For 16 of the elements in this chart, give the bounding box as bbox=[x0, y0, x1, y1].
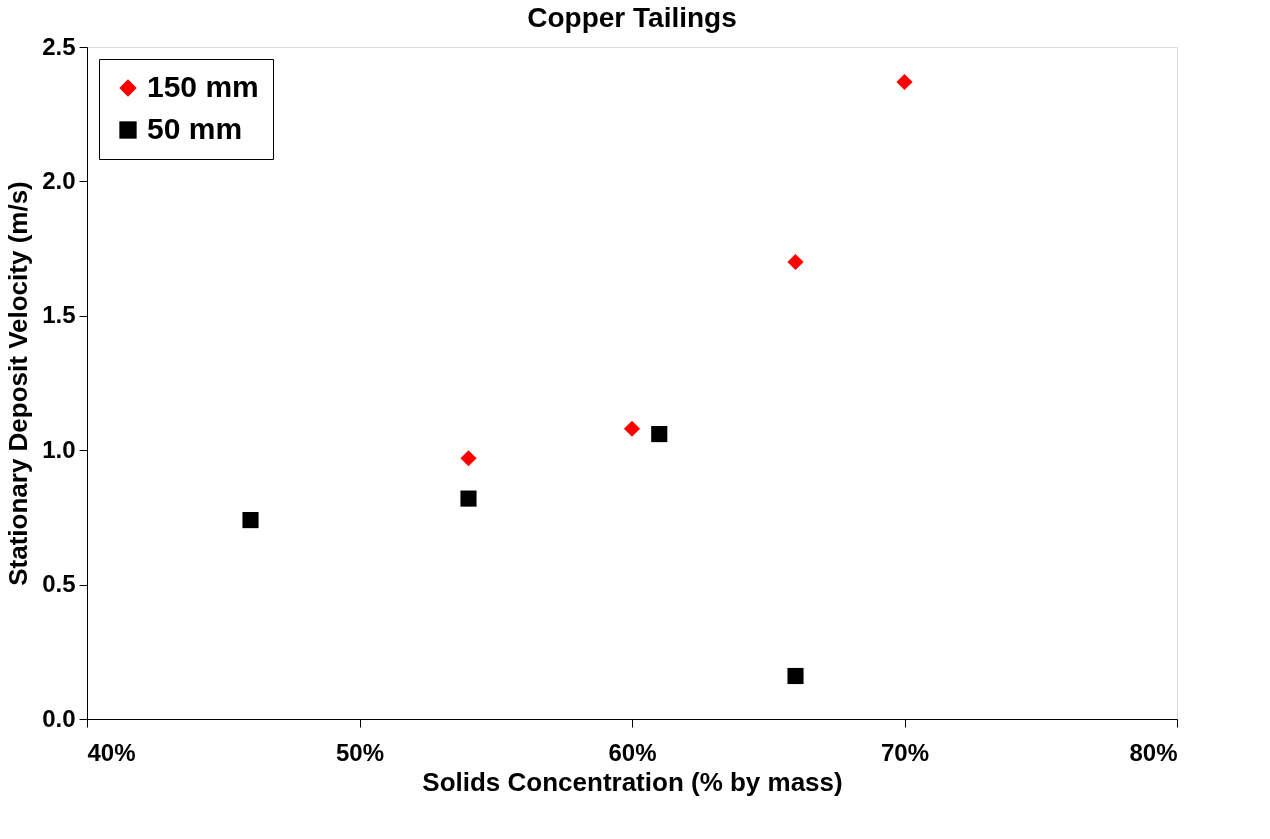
y-tick-label: 1.0 bbox=[42, 435, 76, 463]
legend-label: 50 mm bbox=[147, 112, 243, 145]
x-tick-label: 50% bbox=[335, 738, 385, 766]
y-tick-label: 0.0 bbox=[42, 704, 76, 732]
x-tick-label: 40% bbox=[87, 738, 136, 766]
y-tick-label: 0.5 bbox=[42, 570, 76, 598]
y-tick-label: 2.5 bbox=[42, 32, 76, 60]
y-tick-label: 1.5 bbox=[42, 301, 76, 329]
y-axis-title: Stationary Deposit Velocity (m/s) bbox=[3, 181, 34, 586]
legend-label: 150 mm bbox=[147, 70, 259, 103]
x-axis-title: Solids Concentration (% by mass) bbox=[422, 766, 843, 797]
x-tick-label: 80% bbox=[1129, 738, 1178, 766]
x-tick-label: 70% bbox=[880, 738, 930, 766]
y-tick-label: 2.0 bbox=[42, 166, 76, 194]
chart-title: Copper Tailings bbox=[527, 2, 737, 33]
x-tick-label: 60% bbox=[608, 738, 657, 766]
